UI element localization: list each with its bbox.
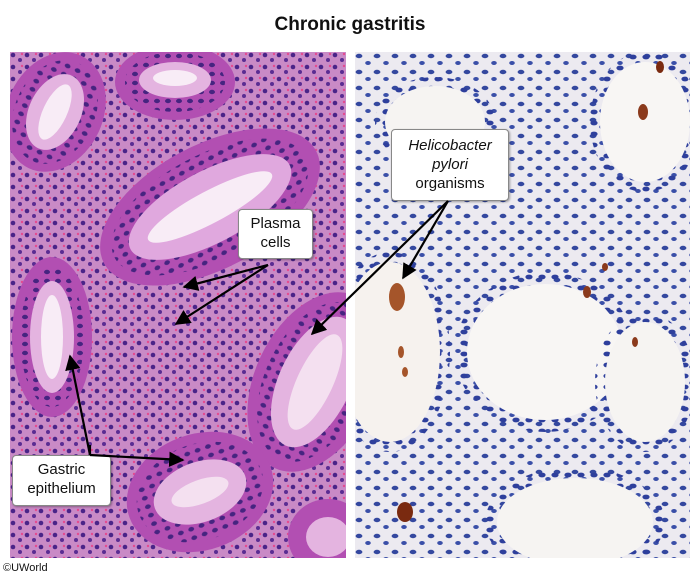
plasma-arrow-2 — [176, 265, 268, 324]
gastric-arrow-2 — [90, 455, 183, 460]
gastric-arrow-1 — [70, 356, 90, 455]
plasma-arrow-1 — [184, 265, 268, 287]
h-pylori-arrow-1 — [312, 201, 448, 334]
copyright-text: ©UWorld — [3, 562, 48, 574]
